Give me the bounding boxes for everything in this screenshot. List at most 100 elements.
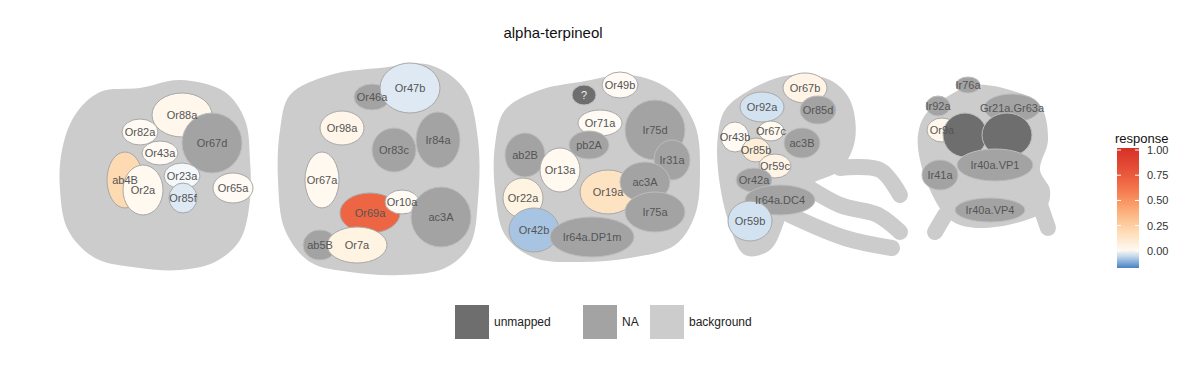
glomerulus-label: Or9a — [930, 124, 955, 136]
legend-item: unmapped — [455, 305, 551, 339]
glomerulus-label: Or19a — [593, 186, 624, 198]
glomerulus-label: Or67c — [756, 125, 786, 137]
glomerulus-na — [800, 96, 836, 124]
glomerulus-label: Or47b — [395, 82, 426, 94]
glomerulus-label: Ir84a — [425, 134, 451, 146]
glomerulus — [305, 152, 339, 208]
colorbar-tick-mark — [1135, 250, 1139, 251]
glomerulus — [142, 141, 178, 165]
legend-swatch — [455, 305, 489, 339]
glomerulus-label: Ir40a.VP1 — [971, 159, 1020, 171]
glomerulus-label: Or59b — [735, 215, 766, 227]
glomerulus-label: Ir76a — [955, 79, 981, 91]
glomerulus-label: Or85b — [741, 144, 772, 156]
glomerulus — [122, 119, 158, 145]
panel: ?Or49bOr71aIr75dab2Bpb2AIr31aOr13aOr19aa… — [494, 72, 700, 262]
background — [278, 63, 480, 275]
background — [790, 215, 892, 248]
background — [935, 215, 945, 232]
figure: alpha-terpineolOr88aOr82aOr67dOr43aab4BO… — [0, 0, 1200, 380]
colorbar-tick-label: 0.25 — [1147, 220, 1168, 232]
legend-swatch — [650, 305, 684, 339]
glomerulus-label: Or49b — [605, 79, 636, 91]
glomerulus-label: Or2a — [131, 184, 156, 196]
glomerulus-label: Or92a — [747, 101, 778, 113]
colorbar-tick-mark — [1117, 225, 1121, 226]
glomerulus-label: Or85f — [169, 192, 197, 204]
legend-swatch — [583, 305, 617, 339]
colorbar-tick-mark — [1135, 200, 1139, 201]
colorbar-tick: 0.00 — [1139, 245, 1168, 257]
legend-label: background — [689, 315, 752, 329]
glomerulus — [327, 227, 387, 263]
glomerulus-label: Or22a — [508, 192, 539, 204]
title: alpha-terpineol — [503, 24, 602, 41]
glomerulus-label: Ir92a — [925, 100, 951, 112]
glomerulus-label: Ir64a.DC4 — [755, 194, 805, 206]
glomerulus — [728, 201, 772, 241]
glomerulus-label: Or85d — [803, 104, 834, 116]
glomerulus — [169, 183, 197, 213]
colorbar-tick: 1.00 — [1139, 144, 1168, 156]
glomerulus-label: Ir31a — [659, 154, 685, 166]
colorbar-tick-label: 0.75 — [1147, 169, 1168, 181]
glomerulus-label: Or71a — [585, 117, 616, 129]
glomerulus — [380, 63, 440, 113]
glomerulus-label: Or67a — [307, 174, 338, 186]
panel: Or88aOr82aOr67dOr43aab4BOr23aOr2aOr85fOr… — [60, 80, 253, 270]
glomerulus-label: Or67b — [790, 82, 821, 94]
background — [918, 85, 1051, 228]
glomerulus-label: Ir41a — [927, 169, 953, 181]
glomerulus-label: Or23a — [167, 170, 198, 182]
glomerulus — [320, 111, 364, 145]
panel: Or46aOr47bOr98aOr83cIr84aOr67aOr69aOr10a… — [278, 63, 480, 275]
legend-label: unmapped — [494, 315, 551, 329]
glomerulus-label: Or98a — [327, 122, 358, 134]
glomerulus-na — [922, 160, 958, 190]
colorbar-tick-label: 1.00 — [1147, 144, 1168, 156]
glomerulus-label: Or83c — [379, 144, 409, 156]
glomerulus-label: ? — [581, 89, 587, 101]
colorbar-tick-mark — [1117, 150, 1121, 151]
colorbar-tick-mark — [1117, 200, 1121, 201]
glomerulus-na — [550, 217, 634, 257]
glomerulus-label: Or65a — [218, 182, 249, 194]
glomerulus-label: Or10a — [387, 196, 418, 208]
glomerulus-label: ac3A — [632, 176, 658, 188]
glomerulus-na — [957, 149, 1033, 181]
glomerulus-na — [955, 198, 1025, 222]
glomerulus-label: Ir40a.VP4 — [966, 204, 1015, 216]
glomerulus-label: Or13a — [545, 164, 576, 176]
glomerulus — [740, 92, 784, 122]
glomerulus-label: Or7a — [345, 239, 370, 251]
colorbar-tick: 0.25 — [1139, 220, 1168, 232]
glomerulus — [540, 148, 580, 192]
glomerulus-unmapped — [572, 85, 596, 105]
glomerulus-label: Or43a — [145, 147, 176, 159]
glomerulus-na — [411, 187, 471, 247]
colorbar-tick-mark — [1135, 150, 1139, 151]
panel: Or9a Ir92a Ir76a Gr21a.Gr63a Ir41a Ir40a.VP1 I… — [918, 77, 1051, 232]
colorbar — [1117, 148, 1139, 268]
glomerulus-label: Or46a — [357, 91, 388, 103]
glomerulus-na — [625, 192, 685, 232]
glomerulus — [509, 208, 559, 252]
glomerulus-label: Gr21a.Gr63a — [980, 102, 1045, 114]
colorbar-tick-label: 0.00 — [1147, 245, 1168, 257]
glomerulus-label: ab2B — [512, 149, 538, 161]
glomerulus — [213, 173, 253, 203]
panel: Or67bOr92aOr85dOr43bOr67cac3BOr85bOr59cO… — [717, 73, 900, 256]
background — [840, 167, 900, 195]
legend-item: background — [650, 305, 752, 339]
glomerulus-label: ab5B — [307, 239, 333, 251]
glomerulus-label: Or42a — [739, 174, 770, 186]
colorbar-axis-line — [1139, 149, 1140, 269]
background — [1040, 205, 1048, 228]
glomerulus-label: ac3B — [789, 137, 814, 149]
glomerulus-label: pb2A — [576, 139, 602, 151]
glomerulus-label: Or43b — [720, 131, 751, 143]
glomerulus-label: Ir64a.DP1m — [563, 231, 622, 243]
colorbar-tick-mark — [1135, 175, 1139, 176]
glomerulus-na — [372, 128, 416, 172]
background — [494, 75, 700, 262]
